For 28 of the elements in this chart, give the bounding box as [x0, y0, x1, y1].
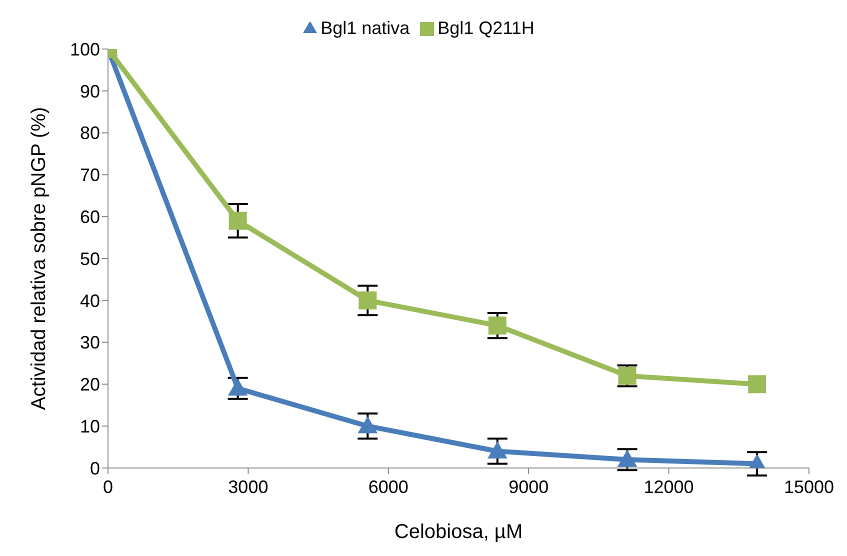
y-tick-label: 60: [80, 206, 100, 227]
x-tick-label: 0: [102, 476, 114, 497]
x-axis-title: Celobiosa, µM: [394, 521, 523, 543]
y-tick-label: 40: [80, 290, 100, 311]
y-tick-label: 0: [90, 458, 100, 478]
point: [488, 441, 508, 458]
y-tick-label: 10: [80, 416, 100, 436]
y-tick-label: 70: [80, 165, 100, 186]
y-tick-label: 80: [80, 123, 100, 144]
point: [358, 416, 378, 434]
point: [617, 450, 638, 467]
point: [748, 375, 766, 394]
x-tick-label: 15000: [784, 476, 834, 497]
y-tick-label: 30: [80, 332, 100, 353]
legend-label: Bgl1 Q211H: [438, 18, 534, 38]
x-tick-label: 12000: [644, 476, 694, 497]
y-tick-label: 100: [70, 39, 100, 60]
x-tick-label: 6000: [368, 476, 408, 497]
x-tick-label: 3000: [228, 476, 268, 497]
x-tick-label: 9000: [508, 476, 549, 497]
point: [358, 291, 377, 310]
legend-label: Bgl1 nativa: [320, 18, 410, 38]
y-tick-label: 20: [80, 374, 100, 395]
point: [488, 316, 506, 335]
point: [228, 378, 248, 396]
y-tick-label: 50: [80, 248, 100, 269]
y-tick-label: 90: [80, 81, 100, 102]
y-axis-title: Actividad relativa sobre pNGP (%): [28, 106, 50, 410]
